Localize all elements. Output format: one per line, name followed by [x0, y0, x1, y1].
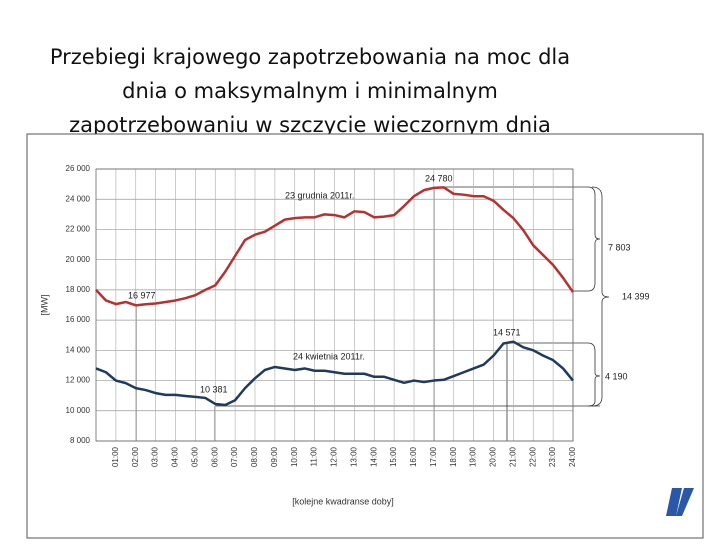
- series-label: 24 kwietnia 2011r.: [293, 351, 365, 361]
- y-tick-label: 18 000: [66, 285, 91, 294]
- plot-border: [95, 168, 574, 442]
- x-tick-label: 07:00: [230, 446, 239, 467]
- logo-fragment: [666, 488, 694, 516]
- x-tick-label: 11:00: [310, 446, 319, 466]
- title-line: zapotrzebowaniu w szczycie wieczornym dn…: [69, 113, 551, 137]
- x-axis-label: [kolejne kwadranse doby]: [292, 496, 394, 506]
- title-line: dnia o maksymalnym i minimalnym: [122, 79, 498, 103]
- chart-frame: [26, 133, 704, 539]
- x-tick-label: 10:00: [290, 446, 299, 467]
- y-tick-label: 8 000: [70, 436, 91, 445]
- x-tick-label: 23:00: [548, 446, 557, 467]
- x-tick-label: 14:00: [369, 446, 378, 467]
- x-tick-label: 12:00: [330, 446, 339, 467]
- annotation: 10 381: [200, 384, 228, 394]
- y-tick-label: 24 000: [66, 194, 91, 203]
- x-tick-label: 18:00: [449, 446, 458, 467]
- annotation: 14 571: [493, 327, 521, 337]
- annotation: 16 977: [128, 290, 156, 300]
- x-tick-label: 24:00: [568, 446, 577, 467]
- annotation: 24 780: [425, 173, 453, 183]
- x-tick-label: 06:00: [210, 446, 219, 467]
- annotation: 7 803: [608, 242, 631, 252]
- x-tick-label: 02:00: [131, 446, 140, 467]
- x-tick-label: 21:00: [508, 446, 517, 467]
- y-tick-label: 10 000: [66, 406, 91, 415]
- x-tick-label: 13:00: [349, 446, 358, 467]
- x-tick-label: 15:00: [389, 446, 398, 467]
- y-tick-label: 12 000: [66, 376, 91, 385]
- y-tick-label: 26 000: [66, 164, 91, 173]
- x-tick-label: 17:00: [429, 446, 438, 467]
- title-line: Przebiegi krajowego zapotrzebowania na m…: [50, 45, 570, 69]
- x-tick-label: 03:00: [151, 446, 160, 467]
- y-tick-label: 20 000: [66, 255, 91, 264]
- x-tick-label: 08:00: [250, 446, 259, 467]
- x-tick-label: 16:00: [409, 446, 418, 467]
- y-tick-label: 22 000: [66, 225, 91, 234]
- annotation: 4 190: [605, 371, 628, 381]
- x-tick-label: 20:00: [489, 446, 498, 467]
- x-tick-label: 01:00: [111, 446, 120, 467]
- x-tick-label: 05:00: [190, 446, 199, 467]
- x-tick-label: 04:00: [171, 446, 180, 467]
- series-line: [95, 340, 574, 407]
- y-tick-label: 14 000: [66, 345, 91, 354]
- y-axis-label: [MW]: [39, 295, 49, 316]
- x-tick-label: 19:00: [469, 446, 478, 467]
- x-tick-label: 09:00: [270, 446, 279, 467]
- x-tick-label: 22:00: [528, 446, 537, 467]
- annotation: 14 399: [622, 291, 650, 301]
- y-tick-label: 16 000: [66, 315, 91, 324]
- series-line: [95, 186, 575, 307]
- series-label: 23 grudnia 2011r.: [285, 190, 354, 200]
